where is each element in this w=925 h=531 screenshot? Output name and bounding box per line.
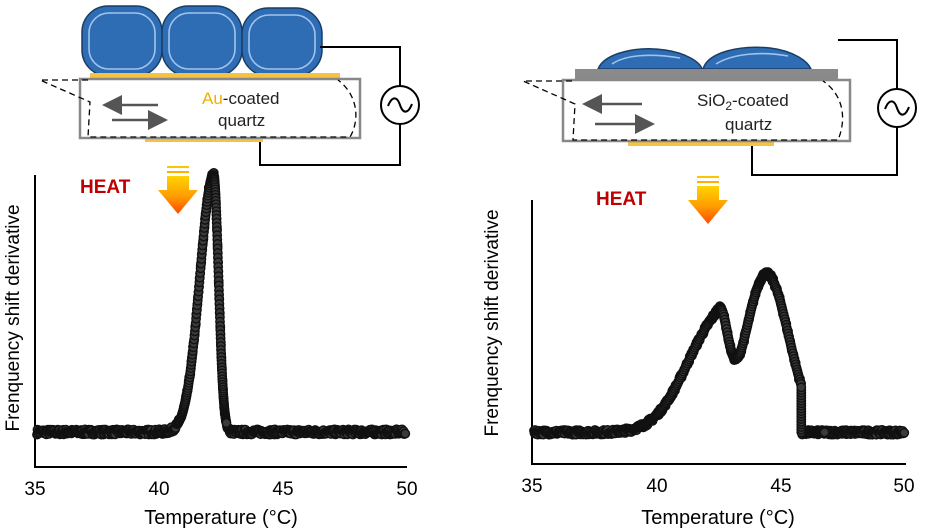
x-tick-label: 35 (24, 479, 45, 500)
heat-label: HEAT (596, 189, 647, 210)
substrate-label-rest: -coated (223, 89, 280, 108)
sine-wave-icon (884, 100, 910, 116)
data-point (221, 418, 232, 428)
x-tick-label: 50 (893, 476, 914, 497)
x-tick-label: 35 (521, 476, 542, 497)
substrate-label-line2: quartz (218, 111, 265, 130)
right-cells (596, 46, 813, 70)
circuit-wire (259, 123, 401, 166)
cell-icon (241, 7, 323, 77)
cell-icon (88, 12, 156, 70)
shear-wave-icon (522, 80, 844, 141)
y-axis-label: Frenquency shift derivative (3, 204, 24, 431)
substrate-label: SiO2-coated (697, 91, 789, 113)
data-point (819, 427, 830, 438)
left-panel: Au-coated quartz HEAT 35 40 45 50 Temper… (3, 5, 420, 529)
shear-wave-icon (39, 79, 357, 138)
x-tick-label: 40 (646, 476, 667, 497)
left-axes (34, 175, 407, 468)
x-axis-label: Temperature (°C) (641, 507, 795, 529)
right-plot-area (529, 267, 910, 440)
left-x-ticks: 35 40 45 50 (24, 479, 417, 500)
substrate-label-main: SiO (697, 91, 725, 110)
sine-wave-icon (387, 97, 413, 113)
cell-icon (596, 48, 703, 70)
substrate-label-rest: -coated (732, 91, 789, 110)
cell-icon (248, 14, 316, 70)
right-axes (531, 200, 906, 465)
circuit-wire (751, 127, 898, 176)
cell-icon (611, 54, 681, 65)
gold-electrode-top (90, 73, 340, 79)
cell-icon (715, 52, 789, 65)
x-tick-label: 50 (396, 479, 417, 500)
gold-electrode-bottom (628, 142, 774, 146)
left-cells (81, 5, 323, 77)
gold-electrode-bottom (145, 138, 263, 142)
cell-icon (161, 5, 243, 77)
x-tick-label: 45 (770, 476, 791, 497)
circuit-wire (838, 39, 898, 90)
x-axis-label: Temperature (°C) (144, 507, 298, 529)
right-x-ticks: 35 40 45 50 (521, 476, 914, 497)
y-axis-label: Frenquency shift derivative (482, 209, 503, 436)
heat-arrow-icon (688, 176, 728, 224)
heat-label: HEAT (80, 177, 131, 198)
x-tick-label: 45 (272, 479, 293, 500)
x-tick-label: 40 (148, 479, 169, 500)
substrate-label: Au-coated (202, 89, 280, 108)
circuit-wire (320, 46, 401, 88)
substrate-label-sub: 2 (725, 99, 732, 113)
sio2-electrode-top (575, 69, 838, 79)
data-point (899, 427, 910, 438)
cell-icon (168, 12, 236, 70)
cell-icon (701, 46, 813, 70)
quartz-crystal (78, 77, 362, 140)
quartz-crystal (561, 78, 852, 143)
left-plot-area (32, 167, 411, 440)
data-point (796, 382, 807, 393)
data-point (400, 428, 411, 439)
substrate-label-line2: quartz (725, 115, 772, 134)
heat-arrow-icon (158, 166, 198, 214)
right-panel: SiO2-coated quartz HEAT 35 40 45 50 Temp… (482, 39, 917, 529)
substrate-label-main: Au (202, 89, 223, 108)
cell-icon (81, 5, 163, 77)
